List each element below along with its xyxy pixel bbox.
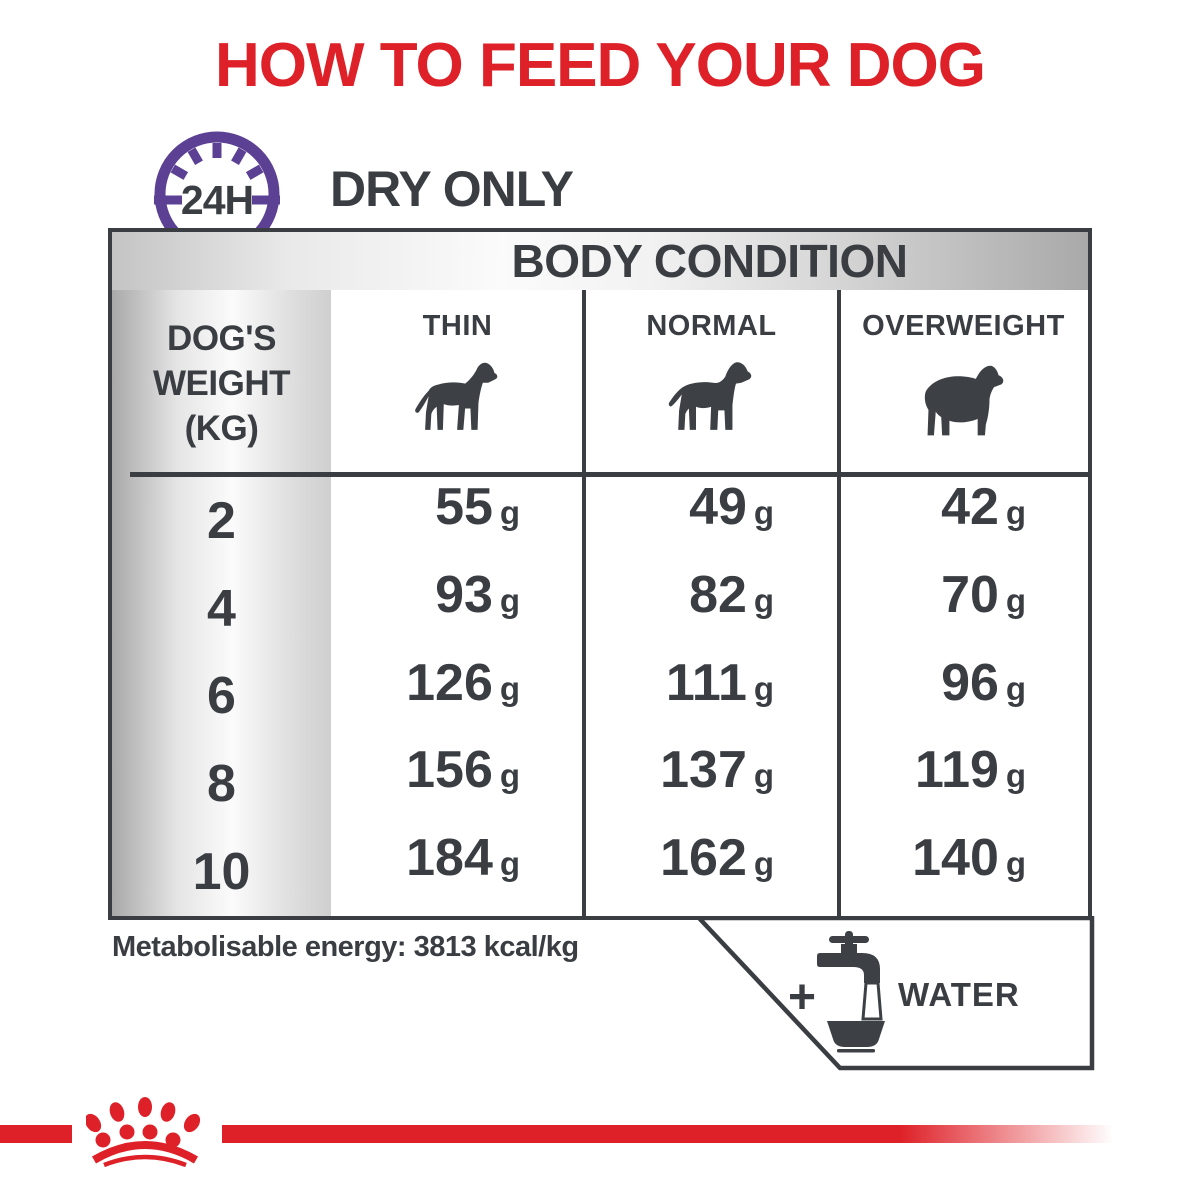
column-divider <box>582 290 586 916</box>
table-header-band <box>112 232 1088 290</box>
page-title: HOW TO FEED YOUR DOG <box>215 31 986 100</box>
column-normal: NORMAL <box>584 290 839 476</box>
amount-thin: 55 g <box>435 478 521 536</box>
body-condition-header: BODY CONDITION <box>511 235 908 287</box>
feeding-amounts-grid: 2 55 g 49 g 42 g 4 93 g 82 g 70 g 6 126 g 111 g … <box>112 477 1088 916</box>
amount-thin: 156 g <box>406 741 521 800</box>
amount-normal: 49 g <box>689 478 775 536</box>
amount-overweight: 70 g <box>941 565 1027 624</box>
column-thin: THIN <box>331 290 584 476</box>
feeding-table: BODY CONDITION DOG'S WEIGHT (KG) THIN NO… <box>108 228 1092 920</box>
weight-value: 10 <box>192 843 251 902</box>
condition-column-headers: THIN NORMAL OVERWEIGHT <box>112 290 1088 476</box>
plus-sign: + <box>788 971 817 1024</box>
amount-thin: 126 g <box>406 653 521 712</box>
amount-normal: 137 g <box>660 741 775 800</box>
weight-value: 8 <box>207 755 236 814</box>
weight-column-label: DOG'S WEIGHT (KG) <box>153 319 290 448</box>
column-divider <box>837 290 841 916</box>
energy-note: Metabolisable energy: 3813 kcal/kg <box>112 931 579 963</box>
normal-label: NORMAL <box>646 310 777 342</box>
header-separator-line <box>130 472 1088 477</box>
water-callout <box>693 915 1096 1079</box>
water-label: WATER <box>898 976 1020 1013</box>
royal-canin-paw-logo <box>84 1096 208 1173</box>
amount-thin: 184 g <box>406 829 521 888</box>
column-overweight: OVERWEIGHT <box>839 290 1088 476</box>
24h-clock-icon: 24H <box>149 120 285 228</box>
amount-thin: 93 g <box>435 565 521 624</box>
amount-normal: 162 g <box>660 829 775 888</box>
weight-column-background <box>112 290 331 916</box>
amount-normal: 111 g <box>665 653 775 712</box>
brand-band <box>0 1125 1125 1143</box>
thin-dog-icon <box>406 357 510 442</box>
amount-overweight: 96 g <box>941 653 1027 712</box>
normal-dog-icon <box>657 357 767 442</box>
feeding-mode-label: DRY ONLY <box>330 161 574 217</box>
amount-overweight: 42 g <box>941 478 1027 536</box>
water-tap-icon <box>817 931 895 1058</box>
amount-overweight: 119 g <box>915 741 1027 800</box>
overweight-dog-icon <box>905 357 1023 444</box>
thin-label: THIN <box>422 310 493 342</box>
weight-value: 6 <box>207 667 236 726</box>
clock-badge-text: 24H <box>181 177 253 223</box>
overweight-label: OVERWEIGHT <box>862 310 1065 342</box>
amount-overweight: 140 g <box>912 829 1027 888</box>
weight-value: 4 <box>207 579 236 638</box>
amount-normal: 82 g <box>689 565 775 624</box>
weight-value: 2 <box>207 491 236 550</box>
